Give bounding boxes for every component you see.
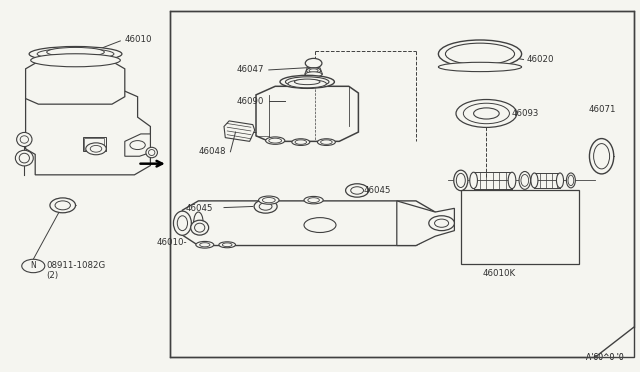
- Ellipse shape: [308, 198, 319, 202]
- Polygon shape: [182, 201, 435, 246]
- Ellipse shape: [294, 79, 320, 85]
- Text: 08911-1082G: 08911-1082G: [47, 262, 106, 270]
- Ellipse shape: [17, 132, 32, 147]
- Ellipse shape: [593, 144, 609, 169]
- Ellipse shape: [317, 139, 335, 145]
- Circle shape: [86, 143, 106, 155]
- Circle shape: [254, 200, 277, 213]
- Ellipse shape: [438, 40, 522, 68]
- Ellipse shape: [456, 100, 517, 127]
- Text: (2): (2): [47, 271, 59, 280]
- Text: A'60^0 '0: A'60^0 '0: [586, 353, 624, 362]
- Ellipse shape: [19, 153, 29, 163]
- Ellipse shape: [454, 170, 468, 190]
- Ellipse shape: [304, 218, 336, 232]
- Ellipse shape: [269, 138, 282, 143]
- Ellipse shape: [146, 147, 157, 158]
- Text: 46020: 46020: [526, 55, 554, 64]
- Polygon shape: [397, 201, 454, 246]
- Ellipse shape: [305, 72, 322, 77]
- Ellipse shape: [568, 175, 574, 186]
- Text: 46010K: 46010K: [483, 269, 516, 278]
- Circle shape: [50, 198, 76, 213]
- Ellipse shape: [177, 216, 188, 231]
- Text: 46010: 46010: [125, 35, 152, 44]
- Ellipse shape: [20, 136, 29, 143]
- Ellipse shape: [288, 80, 326, 88]
- Text: 46010-: 46010-: [157, 238, 188, 247]
- Ellipse shape: [521, 174, 529, 186]
- Ellipse shape: [173, 211, 191, 235]
- Ellipse shape: [463, 103, 509, 124]
- Ellipse shape: [15, 150, 33, 166]
- Ellipse shape: [456, 173, 465, 187]
- Text: 46093: 46093: [512, 109, 540, 118]
- Circle shape: [429, 216, 454, 231]
- Ellipse shape: [445, 43, 515, 65]
- Ellipse shape: [37, 48, 114, 60]
- Ellipse shape: [219, 242, 236, 248]
- Circle shape: [259, 203, 272, 210]
- Circle shape: [90, 145, 102, 152]
- Ellipse shape: [196, 241, 214, 248]
- Ellipse shape: [589, 139, 614, 174]
- Ellipse shape: [470, 172, 477, 189]
- Ellipse shape: [474, 108, 499, 119]
- Circle shape: [351, 187, 364, 194]
- Polygon shape: [125, 134, 150, 156]
- Ellipse shape: [191, 220, 209, 235]
- Ellipse shape: [262, 198, 275, 203]
- Polygon shape: [224, 121, 255, 141]
- Circle shape: [346, 184, 369, 197]
- Ellipse shape: [309, 69, 318, 73]
- Ellipse shape: [280, 75, 334, 89]
- Circle shape: [130, 141, 145, 150]
- Ellipse shape: [200, 243, 210, 247]
- Ellipse shape: [438, 62, 522, 71]
- Ellipse shape: [566, 173, 575, 188]
- Circle shape: [55, 201, 70, 210]
- Text: N: N: [31, 262, 36, 270]
- Text: 46045: 46045: [186, 204, 213, 213]
- Ellipse shape: [304, 196, 323, 204]
- Ellipse shape: [266, 137, 285, 144]
- Polygon shape: [26, 91, 150, 175]
- Text: 46048: 46048: [198, 147, 226, 156]
- Ellipse shape: [195, 223, 205, 232]
- Ellipse shape: [307, 68, 321, 74]
- Circle shape: [435, 219, 449, 227]
- Text: 46090: 46090: [237, 97, 264, 106]
- Ellipse shape: [321, 140, 332, 144]
- Ellipse shape: [47, 48, 104, 57]
- Ellipse shape: [193, 212, 204, 234]
- Polygon shape: [305, 68, 323, 74]
- Ellipse shape: [295, 140, 307, 144]
- Ellipse shape: [148, 150, 155, 155]
- Bar: [461, 190, 579, 264]
- Ellipse shape: [29, 46, 122, 61]
- Ellipse shape: [223, 243, 232, 247]
- Ellipse shape: [31, 54, 120, 67]
- Ellipse shape: [557, 173, 564, 188]
- Ellipse shape: [285, 77, 329, 87]
- Bar: [170, 11, 634, 357]
- Ellipse shape: [259, 196, 279, 204]
- Ellipse shape: [519, 171, 531, 189]
- Ellipse shape: [531, 173, 538, 188]
- Text: 46045: 46045: [364, 186, 391, 195]
- Polygon shape: [256, 86, 358, 141]
- Polygon shape: [26, 61, 125, 104]
- Text: 46047: 46047: [237, 65, 264, 74]
- Ellipse shape: [292, 139, 310, 145]
- Text: 46071: 46071: [589, 105, 616, 114]
- Text: A'60^0 '0: A'60^0 '0: [586, 353, 624, 362]
- Bar: [83, 137, 106, 151]
- Circle shape: [305, 58, 322, 68]
- Ellipse shape: [508, 172, 516, 189]
- Circle shape: [22, 259, 45, 273]
- Bar: [84, 138, 104, 150]
